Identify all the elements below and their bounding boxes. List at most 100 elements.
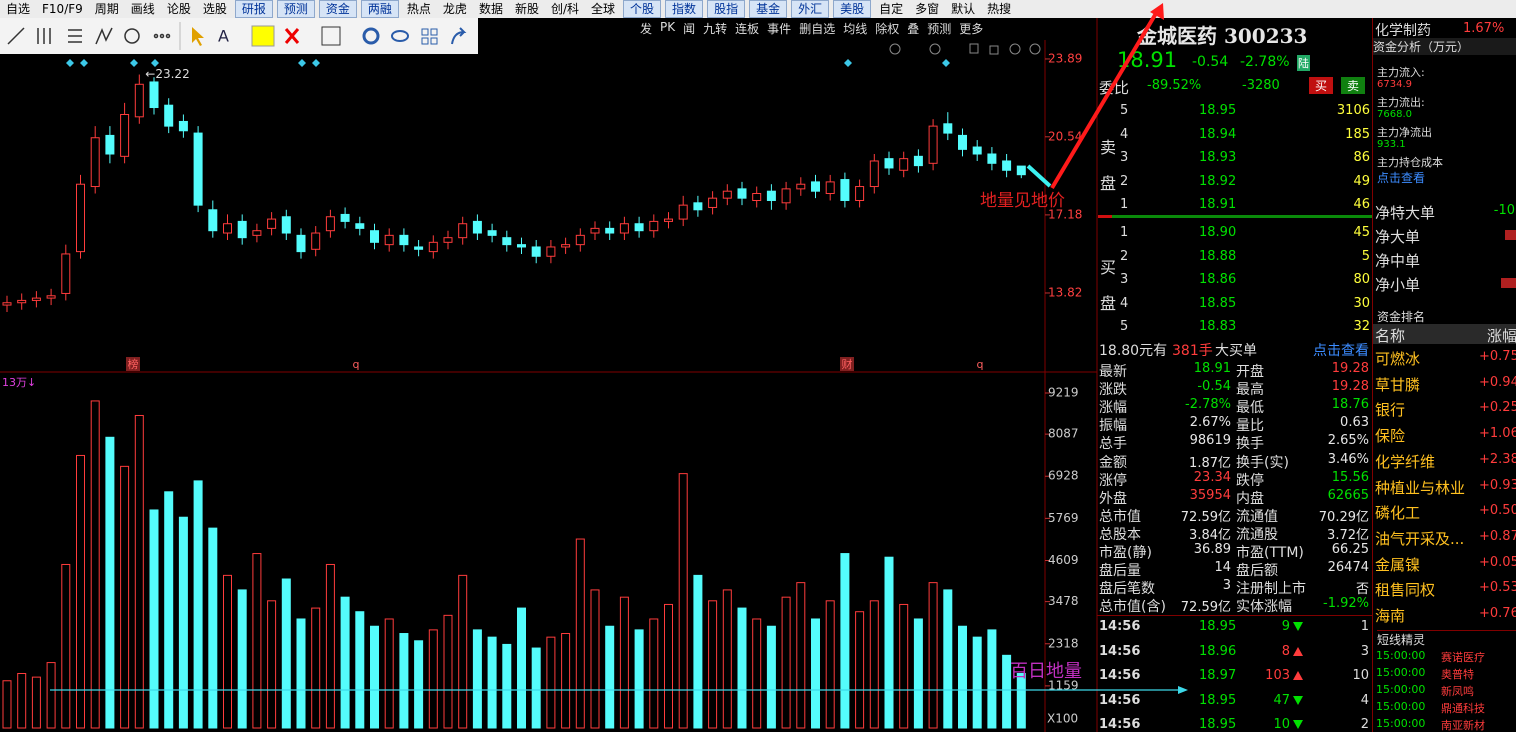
volume-bar [811,618,820,729]
candle-body [502,237,512,246]
chart-tool[interactable]: 叠 [907,22,920,36]
stat-value: 3.72亿 [1327,527,1369,543]
chart-tool[interactable]: 更多 [959,22,984,36]
chart-tool[interactable]: 删自选 [799,22,836,36]
candle-body [399,234,409,246]
book-volume: 49 [1353,173,1370,189]
candle-body [120,113,130,157]
stat-label: 盘后笔数 [1099,581,1155,598]
menu-item[interactable]: 两融 [360,0,399,18]
book-price: 18.95 [1199,103,1237,118]
book-price: 18.91 [1199,197,1237,212]
rank-name: 磷化工 [1375,504,1421,523]
section-title: 资金排名 [1377,310,1426,324]
book-volume: 45 [1353,225,1370,240]
volume-bar [105,436,115,729]
menu-bar: 自选 F10/F9 周期 画线 论股 选股 研报 预测 资金 两融 热点 龙虎 数据 新股 创/科 全球 个股指… [0,0,1516,18]
fund-value: 6734.9 [1377,79,1412,90]
stat-value: 0.63 [1340,415,1369,431]
tick-volume: 47 [1273,692,1290,708]
menu-item[interactable]: 画线 [130,2,155,16]
menu-item[interactable]: 多窗 [915,2,940,16]
volume-bar [31,676,41,729]
y-tick-label: 23.89 [1048,51,1082,65]
y-tick-label: 6928 [1048,469,1079,483]
chart-tool[interactable]: 事件 [767,22,792,36]
menu-item[interactable]: 自定 [879,2,904,16]
chart-tool[interactable]: 九转 [703,22,728,36]
menu-item[interactable]: 选股 [202,2,227,16]
rank-pct: +0.25 [1479,400,1516,416]
menu-item[interactable]: 美股 [833,0,872,18]
tick-volume: 8 [1281,643,1290,659]
event-mark: q [977,358,984,371]
fund-label: 主力流出: [1377,96,1425,109]
candle-body [825,181,835,195]
volume-bar [267,600,277,729]
candle-body [267,218,277,229]
stat-label: 振幅 [1099,418,1127,435]
candle-body [855,186,865,201]
rank-pct: +0.50 [1479,503,1516,519]
stat-value: 70.29亿 [1318,509,1369,525]
candle-body [752,193,762,201]
menu-item[interactable]: 预测 [276,0,315,18]
menu-item[interactable]: 基金 [749,0,788,18]
candle-body [223,223,232,234]
stat-label: 内盘 [1236,490,1264,507]
volume-bar [899,603,909,729]
stat-value: -2.78% [1185,397,1231,413]
chart-tool[interactable]: 预测 [927,22,952,36]
stat-label: 金额 [1099,454,1127,471]
book-level: 2 [1120,173,1129,189]
menu-item[interactable]: 周期 [94,2,119,16]
chart-tool[interactable]: 发 [640,22,653,36]
chart-tool[interactable]: 连板 [735,22,760,36]
volume-bar [17,672,27,729]
chart-tool[interactable]: PK [660,20,676,34]
y-tick-label: 17.18 [1048,207,1082,221]
menu-item[interactable]: 外汇 [791,0,830,18]
tick-price: 18.95 [1199,717,1237,732]
menu-item[interactable]: 全球 [591,2,616,16]
change: -0.54 [1192,54,1229,70]
stat-value: 19.28 [1331,379,1369,395]
stat-label: 外盘 [1099,490,1127,507]
menu-item[interactable]: 研报 [234,0,273,18]
menu-item[interactable]: 资金 [318,0,357,18]
menu-item[interactable]: 自选 [6,2,31,16]
stat-label: 流通值 [1236,508,1278,525]
buy-button: 买 [1309,77,1334,94]
rank-pct: +0.53 [1479,580,1516,596]
candle-body [76,183,85,253]
menu-item[interactable]: 热点 [406,2,431,16]
event-mark: 财 [842,357,853,371]
rank-pct: +1.06 [1479,426,1516,442]
candle-body [958,134,967,150]
fund-label: 主力净流出 [1377,126,1432,139]
menu-item[interactable]: 新股 [514,2,539,16]
chart-tool[interactable]: 闻 [683,22,696,36]
menu-item[interactable]: 指数 [665,0,704,18]
menu-item[interactable]: 默认 [951,2,976,16]
stat-value: 26474 [1327,560,1369,576]
menu-item[interactable]: 热搜 [987,2,1012,16]
menu-item[interactable]: F10/F9 [42,2,83,16]
chart-tool[interactable]: 均线 [843,22,868,36]
chart-tool[interactable]: 除权 [875,22,900,36]
sprite-name: 奥普特 [1441,668,1474,681]
menu-item[interactable]: 龙虎 [442,2,467,16]
menu-item[interactable]: 创/科 [550,2,580,16]
candle-body [134,83,144,118]
menu-item[interactable]: 论股 [166,2,191,16]
menu-item[interactable]: 数据 [478,2,503,16]
tick-price: 18.96 [1199,643,1237,659]
volume-bar [869,600,879,729]
candle-body [781,188,791,204]
net-bar [1501,278,1516,288]
rank-name: 金属镍 [1375,555,1421,574]
menu-item[interactable]: 股指 [707,0,746,18]
stat-label: 开盘 [1236,364,1264,380]
menu-item[interactable]: 个股 [623,0,662,18]
